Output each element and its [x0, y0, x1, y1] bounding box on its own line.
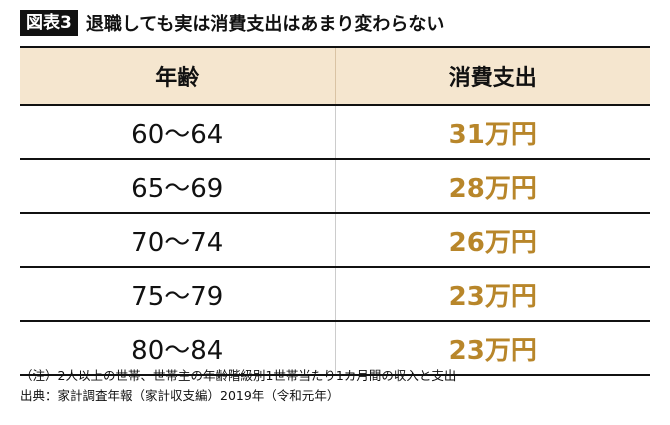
table-header-row: 年齢 消費支出: [20, 46, 650, 106]
spending-cell: 26万円: [335, 213, 650, 268]
table-row: 65〜69 28万円: [20, 159, 650, 214]
table-row: 70〜74 26万円: [20, 213, 650, 268]
spending-cell: 28万円: [335, 159, 650, 214]
header-age: 年齢: [20, 46, 336, 106]
age-cell: 60〜64: [20, 105, 336, 160]
figure-badge: 図表3: [20, 10, 78, 36]
table-row: 80〜84 23万円: [20, 321, 650, 376]
table-row: 60〜64 31万円: [20, 105, 650, 160]
figure-title-row: 図表3 退職しても実は消費支出はあまり変わらない: [20, 8, 444, 38]
age-cell: 65〜69: [20, 159, 336, 214]
age-cell: 70〜74: [20, 213, 336, 268]
table-row: 75〜79 23万円: [20, 267, 650, 322]
age-cell: 75〜79: [20, 267, 336, 322]
spending-cell: 31万円: [335, 105, 650, 160]
figure-title: 退職しても実は消費支出はあまり変わらない: [85, 14, 445, 35]
age-cell: 80〜84: [20, 321, 336, 376]
source-text: 出典：家計調査年報（家計収支編）2019年（令和元年）: [20, 388, 340, 403]
header-spending: 消費支出: [335, 46, 650, 106]
spending-cell: 23万円: [335, 267, 650, 322]
spending-cell: 23万円: [335, 321, 650, 376]
footnotes: （注）2人以上の世帯、世帯主の年齢階級別1世帯当たり1カ月間の収入と支出 出典：…: [20, 366, 456, 406]
note-text: （注）2人以上の世帯、世帯主の年齢階級別1世帯当たり1カ月間の収入と支出: [20, 368, 457, 383]
spending-table: 年齢 消費支出 60〜64 31万円 65〜69 28万円 70〜74 26万円…: [20, 46, 650, 376]
